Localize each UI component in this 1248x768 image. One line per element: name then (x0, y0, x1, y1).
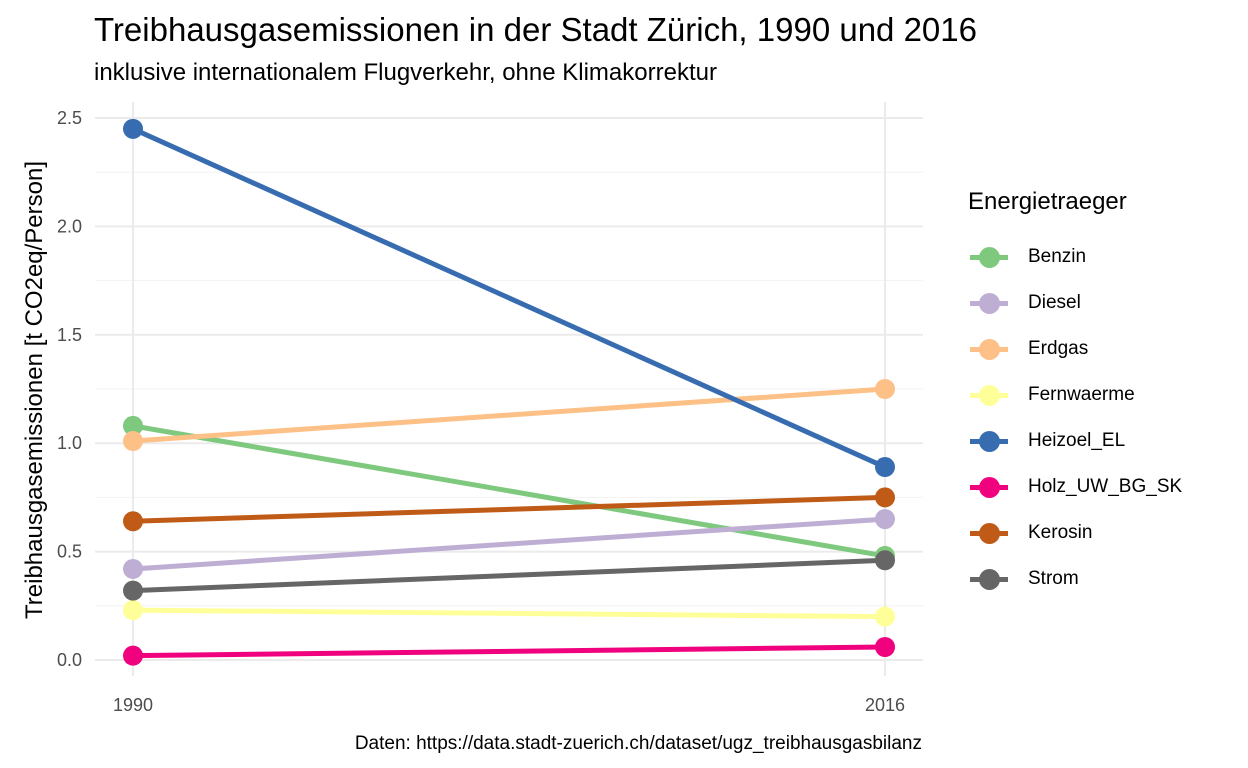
data-point-diesel (875, 509, 895, 530)
data-point-fernwaerme (875, 606, 895, 627)
data-point-strom (123, 580, 143, 601)
data-point-kerosin (875, 487, 895, 508)
series-group (123, 118, 895, 666)
x-axis-ticks: 1990 2016 (113, 695, 905, 715)
y-tick-label: 1.5 (57, 325, 82, 345)
data-point-fernwaerme (123, 600, 143, 621)
y-tick-label: 2.5 (57, 108, 82, 128)
series-line-fernwaerme (132, 607, 886, 620)
series-line-heizoel_el (131, 126, 887, 470)
y-tick-label: 0.0 (57, 650, 82, 670)
data-point-heizoel_el (875, 457, 895, 478)
series-line-benzin (132, 423, 886, 559)
legend-key (968, 429, 1010, 453)
y-tick-label: 1.0 (57, 433, 82, 453)
legend-key (968, 291, 1010, 315)
data-point-erdgas (123, 431, 143, 452)
series-line-holz_uw_bg_sk (132, 644, 886, 659)
data-point-heizoel_el (123, 118, 143, 139)
chart-subtitle: inklusive internationalem Flugverkehr, o… (94, 59, 717, 86)
data-source-caption: Daten: https://data.stadt-zuerich.ch/dat… (354, 733, 922, 754)
series-line-kerosin (132, 494, 886, 524)
legend-label: Erdgas (1028, 338, 1089, 359)
legend-label: Heizoel_EL (1028, 430, 1126, 451)
data-point-kerosin (123, 511, 143, 532)
y-tick-label: 2.0 (57, 216, 82, 236)
legend-label: Holz_UW_BG_SK (1028, 476, 1183, 497)
y-axis-ticks: 0.0 0.5 1.0 1.5 2.0 2.5 (57, 108, 82, 670)
legend-label: Fernwaerme (1028, 384, 1135, 405)
chart-title: Treibhausgasemissionen in der Stadt Züri… (94, 11, 977, 48)
legend-item-benzin: Benzin (968, 234, 1182, 280)
legend-key (968, 475, 1010, 499)
legend-item-holz_uw_bg_sk: Holz_UW_BG_SK (968, 464, 1182, 510)
y-axis-label: Treibhausgasemissionen [t CO2eq/Person] (21, 161, 48, 619)
series-line-strom (132, 557, 886, 594)
data-point-diesel (123, 558, 143, 579)
legend: Energietraeger Benzin Diesel Erdgas Fernwae… (968, 184, 1182, 602)
series-line-diesel (132, 516, 886, 572)
data-point-erdgas (875, 379, 895, 399)
legend-label: Benzin (1028, 246, 1087, 267)
legend-title: Energietraeger (968, 188, 1127, 215)
data-point-benzin (123, 415, 143, 436)
legend-key (968, 567, 1010, 591)
data-point-holz_uw_bg_sk (875, 636, 895, 657)
legend-label: Kerosin (1028, 522, 1093, 543)
data-point-strom (875, 550, 895, 571)
legend-item-erdgas: Erdgas (968, 326, 1182, 372)
legend-item-kerosin: Kerosin (968, 510, 1182, 556)
grid-lines (95, 102, 923, 676)
legend-label: Strom (1028, 568, 1079, 589)
x-tick-label: 2016 (865, 695, 905, 715)
legend-key (968, 337, 1010, 361)
legend-key (968, 521, 1010, 545)
legend-key (968, 245, 1010, 269)
legend-item-heizoel_el: Heizoel_EL (968, 418, 1182, 464)
legend-item-diesel: Diesel (968, 280, 1182, 326)
legend-item-strom: Strom (968, 556, 1182, 602)
y-tick-label: 0.5 (57, 542, 82, 562)
legend-key (968, 383, 1010, 407)
series-line-erdgas (132, 386, 886, 444)
legend-label: Diesel (1028, 292, 1081, 313)
legend-item-fernwaerme: Fernwaerme (968, 372, 1182, 418)
data-point-holz_uw_bg_sk (123, 645, 143, 666)
legend-items: Benzin Diesel Erdgas Fernwaerme Heizoel_EL Ho… (968, 234, 1182, 602)
x-tick-label: 1990 (113, 695, 153, 715)
